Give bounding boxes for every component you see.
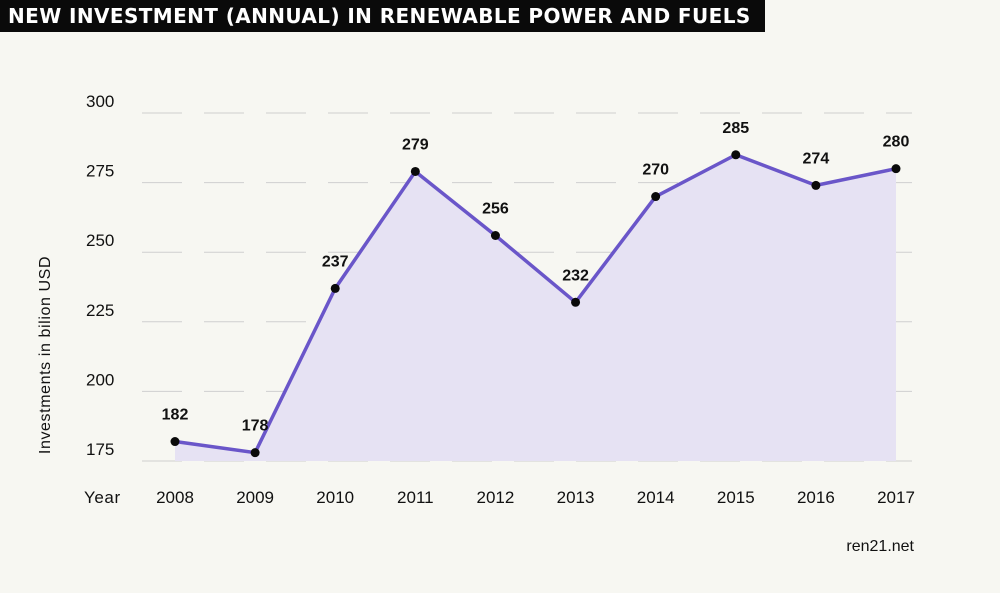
data-point xyxy=(651,192,661,202)
x-tick-label: 2008 xyxy=(156,488,194,507)
title-bar: NEW INVESTMENT (ANNUAL) IN RENEWABLE POW… xyxy=(0,0,765,32)
data-point xyxy=(571,297,581,307)
y-tick-label: 175 xyxy=(86,440,114,459)
series-line xyxy=(173,153,898,455)
data-label: 232 xyxy=(562,267,589,284)
data-label: 256 xyxy=(482,200,509,217)
y-axis-title: Investments in bilion USD xyxy=(37,256,54,454)
x-tick-label: 2011 xyxy=(397,488,434,507)
data-point xyxy=(891,164,901,174)
data-label: 274 xyxy=(803,150,830,167)
data-label: 237 xyxy=(322,253,349,270)
y-tick-label: 275 xyxy=(86,162,114,181)
x-tick-label: 2009 xyxy=(236,488,274,507)
data-point xyxy=(170,437,180,447)
y-tick-label: 225 xyxy=(86,301,114,320)
source-credit: ren21.net xyxy=(846,538,914,555)
x-tick-label: 2015 xyxy=(717,488,755,507)
y-tick-labels: 175 200 225 250 275 300 xyxy=(86,92,114,459)
x-tick-label: 2016 xyxy=(797,488,835,507)
data-label: 270 xyxy=(642,162,669,179)
x-tick-labels: 2008 2009 2010 2011 2012 2013 2014 2015 2016 2017 xyxy=(156,488,915,507)
data-label: 279 xyxy=(402,136,429,153)
y-tick-label: 300 xyxy=(86,92,114,111)
x-tick-label: 2014 xyxy=(637,488,675,507)
x-tick-label: 2010 xyxy=(316,488,354,507)
data-point xyxy=(250,448,260,458)
x-tick-label: 2017 xyxy=(877,488,915,507)
data-point xyxy=(330,283,340,293)
data-label: 280 xyxy=(883,134,910,151)
y-tick-label: 250 xyxy=(86,231,114,250)
data-point xyxy=(811,180,821,190)
x-tick-label: 2013 xyxy=(557,488,595,507)
chart-title: NEW INVESTMENT (ANNUAL) IN RENEWABLE POW… xyxy=(8,4,751,28)
data-point xyxy=(731,150,741,160)
y-tick-label: 200 xyxy=(86,370,114,389)
data-point xyxy=(410,166,420,176)
data-points: 182 178 237 279 256 232 270 285 274 280 xyxy=(162,120,910,458)
area-fill xyxy=(175,154,896,461)
data-point xyxy=(490,230,500,240)
data-label: 178 xyxy=(242,418,269,435)
data-label: 182 xyxy=(162,407,189,424)
data-label: 285 xyxy=(722,120,749,137)
x-tick-label: 2012 xyxy=(477,488,515,507)
x-axis-title: Year xyxy=(84,488,121,507)
